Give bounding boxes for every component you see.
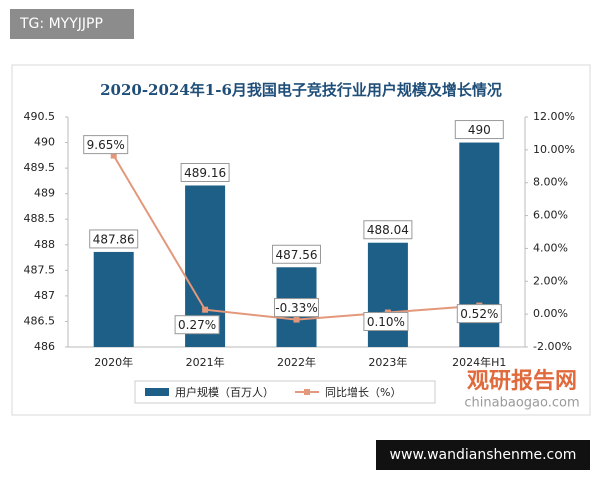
x-tick-label: 2020年 [94,355,133,369]
y2-tick-label: 2.00% [533,274,568,287]
data-label: 0.27% [178,318,216,332]
y-tick-label: 486 [34,340,55,353]
y-tick-label: 486.5 [24,314,56,327]
plot: 486 486.5 487 487.5 488 488.5 489 489.5 490 490.5… [24,110,575,404]
y-tick-label: 489.5 [24,161,56,174]
y-tick-label: 487 [34,289,55,302]
data-label: 487.86 [93,232,135,246]
y-tick-label: 488 [34,238,55,251]
label-box [83,135,129,155]
line-marker [202,306,209,313]
y2-tick-label: 6.00% [533,209,568,222]
y-tick-label: 489 [34,187,55,200]
chart-title: 2020-2024年1-6月我国电子竞技行业用户规模及增长情况 [100,81,502,99]
logo-name: 观研报告网 [467,369,577,394]
legend-swatch [145,388,169,396]
data-label: 0.52% [460,307,498,321]
label-box [454,120,504,140]
y2-tick-label: 10.00% [533,143,575,156]
label-box [272,244,321,264]
bar [93,251,134,347]
x-tick-label: 2023年 [368,355,407,369]
label-box [180,162,230,182]
x-tick-label: 2021年 [186,355,225,369]
y-tick-label: 490 [34,136,55,149]
y2-tick-label: 4.00% [533,241,568,254]
data-label: 0.10% [367,315,405,329]
label-box [363,220,413,240]
label-box [174,315,220,335]
tag-box [10,9,134,39]
site-box [376,440,590,470]
label-box [363,312,409,331]
label-box [89,229,139,249]
bar [367,242,408,347]
tag: TG: MYYJJPP [19,16,103,32]
y2-tick-label: 0.00% [533,307,568,320]
data-label: 487.56 [276,248,318,262]
y2-tick-label: 8.00% [533,176,568,189]
legend-swatch [304,389,310,395]
legend-label: 用户规模（百万人） [175,385,274,399]
line-marker [110,152,117,159]
legend-box [134,380,436,404]
y-tick-label: 490.5 [24,110,56,123]
data-label: 9.65% [87,138,125,152]
x-tick-label: 2024年H1 [452,355,506,369]
data-label: 489.16 [184,166,226,180]
data-label: -0.33% [275,301,317,315]
site: www.wandianshenme.com [390,447,577,463]
legend-label: 同比增长（%） [325,385,401,399]
data-label: 488.04 [367,223,409,237]
y-tick-label: 488.5 [24,212,56,225]
x-tick-label: 2022年 [277,355,316,369]
label-box [456,304,502,324]
y2-tick-label: 12.00% [533,110,575,123]
line-marker [293,316,300,323]
y2-tick-label: -2.00% [533,340,572,353]
logo-url: chinabaogao.com [464,396,579,411]
label-box [274,298,319,318]
data-label: 490 [468,123,491,137]
y-tick-label: 487.5 [24,263,56,276]
